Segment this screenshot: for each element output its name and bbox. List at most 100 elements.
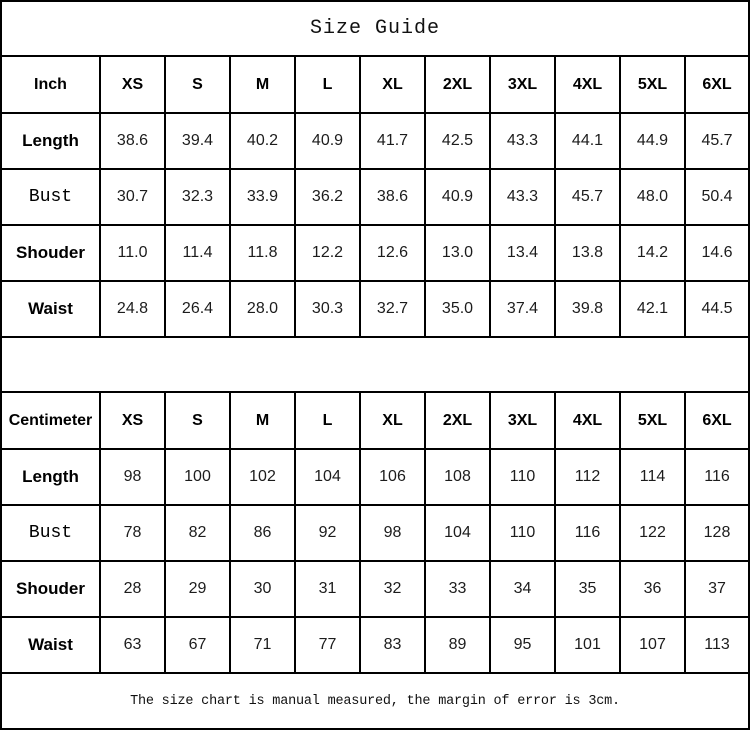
size-value-cell: 39.4 (164, 112, 231, 170)
size-value-cell: 30.3 (294, 280, 361, 338)
size-value-cell: 43.3 (489, 168, 556, 226)
unit-header-cell: Inch (0, 55, 101, 114)
measurement-label-cell: Waist (0, 616, 101, 674)
size-value-cell: 38.6 (359, 168, 426, 226)
size-value-cell: 32 (359, 560, 426, 618)
size-value-cell: 128 (683, 504, 750, 562)
size-value-cell: 122 (619, 504, 686, 562)
size-value-cell: 45.7 (554, 168, 621, 226)
measurement-label-cell: Bust (0, 168, 101, 226)
size-value-cell: 13.8 (554, 224, 621, 282)
size-value-cell: 29 (164, 560, 231, 618)
size-value-cell: 45.7 (683, 112, 750, 170)
size-value-cell: 110 (489, 448, 556, 506)
size-value-cell: 113 (683, 616, 750, 674)
size-value-cell: 83 (359, 616, 426, 674)
size-value-cell: 12.2 (294, 224, 361, 282)
size-value-cell: 104 (294, 448, 361, 506)
table-row: Bust 30.7 32.3 33.9 36.2 38.6 40.9 43.3 45.7 48.0… (0, 168, 750, 226)
size-header-cell: XS (99, 55, 166, 114)
size-header-cell: 2XL (424, 391, 491, 450)
footer-note: The size chart is manual measured, the m… (0, 672, 750, 730)
size-value-cell: 100 (164, 448, 231, 506)
size-value-cell: 40.9 (424, 168, 491, 226)
size-value-cell: 98 (99, 448, 166, 506)
table-row: Waist 24.8 26.4 28.0 30.3 32.7 35.0 37.4 39.8 42.… (0, 280, 750, 338)
table-row: Shouder 28 29 30 31 32 33 34 35 36 37 (0, 560, 750, 618)
size-header-cell: 2XL (424, 55, 491, 114)
size-value-cell: 36.2 (294, 168, 361, 226)
size-value-cell: 102 (229, 448, 296, 506)
measurement-label-cell: Waist (0, 280, 101, 338)
size-value-cell: 108 (424, 448, 491, 506)
size-value-cell: 11.4 (164, 224, 231, 282)
size-value-cell: 14.2 (619, 224, 686, 282)
size-value-cell: 11.0 (99, 224, 166, 282)
size-value-cell: 30.7 (99, 168, 166, 226)
size-value-cell: 50.4 (683, 168, 750, 226)
size-header-cell: XL (359, 391, 426, 450)
table-row: Bust 78 82 86 92 98 104 110 116 122 128 (0, 504, 750, 562)
size-value-cell: 14.6 (683, 224, 750, 282)
size-value-cell: 44.9 (619, 112, 686, 170)
size-value-cell: 43.3 (489, 112, 556, 170)
measurement-label-cell: Shouder (0, 560, 101, 618)
size-value-cell: 39.8 (554, 280, 621, 338)
footer-row: The size chart is manual measured, the m… (0, 672, 750, 730)
centimeter-size-table-header-row: Centimeter XS S M L XL 2XL 3XL 4XL 5XL 6XL (0, 391, 750, 450)
size-value-cell: 41.7 (359, 112, 426, 170)
title-row: Size Guide (0, 0, 750, 57)
size-header-cell: S (164, 55, 231, 114)
size-value-cell: 42.1 (619, 280, 686, 338)
table-row: Waist 63 67 71 77 83 89 95 101 107 113 (0, 616, 750, 674)
size-header-cell: S (164, 391, 231, 450)
size-header-cell: 4XL (554, 391, 621, 450)
size-value-cell: 35 (554, 560, 621, 618)
size-header-cell: 6XL (683, 55, 750, 114)
size-value-cell: 104 (424, 504, 491, 562)
size-value-cell: 82 (164, 504, 231, 562)
measurement-label-cell: Shouder (0, 224, 101, 282)
size-header-cell: L (294, 55, 361, 114)
table-row: Shouder 11.0 11.4 11.8 12.2 12.6 13.0 13.4 13.8 1… (0, 224, 750, 282)
size-value-cell: 44.1 (554, 112, 621, 170)
size-value-cell: 11.8 (229, 224, 296, 282)
spacer-row (0, 336, 750, 393)
size-header-cell: M (229, 55, 296, 114)
size-value-cell: 106 (359, 448, 426, 506)
size-value-cell: 33 (424, 560, 491, 618)
size-value-cell: 42.5 (424, 112, 491, 170)
size-value-cell: 112 (554, 448, 621, 506)
size-value-cell: 24.8 (99, 280, 166, 338)
size-value-cell: 12.6 (359, 224, 426, 282)
size-header-cell: XS (99, 391, 166, 450)
size-value-cell: 35.0 (424, 280, 491, 338)
measurement-label-cell: Bust (0, 504, 101, 562)
size-value-cell: 78 (99, 504, 166, 562)
size-value-cell: 13.4 (489, 224, 556, 282)
size-value-cell: 48.0 (619, 168, 686, 226)
size-value-cell: 28 (99, 560, 166, 618)
size-value-cell: 13.0 (424, 224, 491, 282)
size-value-cell: 40.2 (229, 112, 296, 170)
size-value-cell: 114 (619, 448, 686, 506)
size-header-cell: L (294, 391, 361, 450)
table-row: Length 38.6 39.4 40.2 40.9 41.7 42.5 43.3 44.1 44… (0, 112, 750, 170)
size-header-cell: 3XL (489, 55, 556, 114)
table-row: Length 98 100 102 104 106 108 110 112 114 116 (0, 448, 750, 506)
size-value-cell: 38.6 (99, 112, 166, 170)
size-value-cell: 71 (229, 616, 296, 674)
size-header-cell: 5XL (619, 391, 686, 450)
size-value-cell: 101 (554, 616, 621, 674)
size-value-cell: 98 (359, 504, 426, 562)
size-value-cell: 89 (424, 616, 491, 674)
size-value-cell: 40.9 (294, 112, 361, 170)
size-value-cell: 63 (99, 616, 166, 674)
size-value-cell: 33.9 (229, 168, 296, 226)
inch-size-table-header-row: Inch XS S M L XL 2XL 3XL 4XL 5XL 6XL (0, 55, 750, 114)
size-value-cell: 116 (554, 504, 621, 562)
size-value-cell: 92 (294, 504, 361, 562)
size-value-cell: 77 (294, 616, 361, 674)
size-value-cell: 32.7 (359, 280, 426, 338)
